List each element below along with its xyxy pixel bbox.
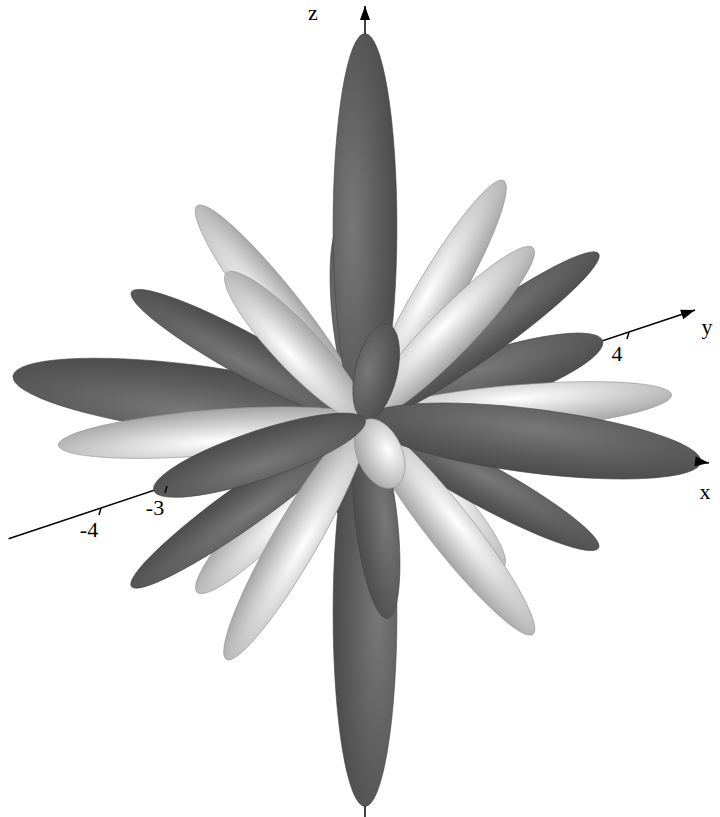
y-tick xyxy=(627,332,629,339)
y-tick-label: 4 xyxy=(612,341,623,366)
y-axis-title: y xyxy=(702,314,713,339)
y-tick-label: -4 xyxy=(80,517,98,542)
axis-annotations: x y -4 -3 4 z xyxy=(80,0,713,542)
y-tick xyxy=(165,486,167,493)
z-axis-title: z xyxy=(308,0,318,25)
x-axis-title: x xyxy=(700,479,711,504)
lobe xyxy=(344,319,407,425)
chart: x y -4 -3 4 z xyxy=(0,0,720,817)
y-arrowhead xyxy=(680,310,695,319)
y-tick xyxy=(99,508,101,515)
axes xyxy=(9,6,709,817)
z-arrowhead xyxy=(360,6,370,20)
y-tick-label: -3 xyxy=(146,495,164,520)
lobes xyxy=(9,34,705,807)
lobe xyxy=(361,388,705,493)
x-arrowhead xyxy=(694,456,709,466)
lobe xyxy=(146,397,373,514)
